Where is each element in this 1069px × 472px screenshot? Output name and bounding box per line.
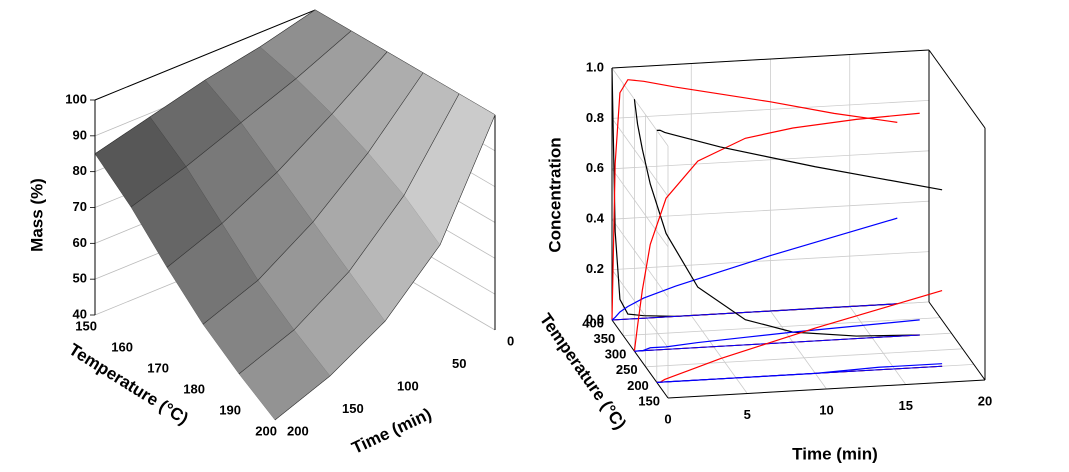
z-tick-label: 0.4 — [586, 211, 605, 226]
series-line — [633, 112, 920, 352]
mesh-line — [130, 30, 352, 208]
y-tick-label: 150 — [638, 393, 660, 408]
series-line — [633, 99, 920, 337]
x-tick-label: 5 — [744, 407, 751, 422]
y-tick-label: 200 — [627, 378, 649, 393]
series-line — [611, 79, 898, 321]
grid-line — [611, 67, 669, 147]
grid-line — [645, 348, 963, 368]
grid-line — [623, 317, 941, 336]
y-tick-label: 180 — [183, 381, 205, 396]
z-tick-label: 70 — [73, 199, 87, 214]
x-tick-label: 50 — [452, 356, 466, 371]
z-tick-label: 90 — [73, 127, 87, 142]
y-tick-label: 400 — [582, 315, 604, 330]
y-tick-label: 170 — [147, 360, 169, 375]
y-tick-label: 200 — [255, 423, 277, 438]
y-tick-label: 250 — [616, 362, 638, 377]
series-line — [656, 129, 943, 191]
grid-line — [611, 118, 669, 197]
y-tick-label: 300 — [605, 347, 627, 362]
x-tick-label: 0 — [664, 411, 671, 426]
z-tick-label: 40 — [73, 306, 87, 321]
series-line — [611, 217, 898, 321]
series-line — [656, 290, 943, 383]
series-baseline — [611, 303, 898, 321]
z-tick-label: 0.2 — [586, 261, 604, 276]
box-edge — [611, 319, 669, 399]
grid-line — [770, 310, 827, 390]
x-tick-label: 150 — [342, 401, 364, 416]
box-edge — [928, 301, 986, 381]
x-tick-label: 100 — [397, 378, 419, 393]
box-edge — [928, 49, 986, 129]
mesh-line — [202, 72, 424, 325]
y-tick-label: 350 — [593, 331, 615, 346]
y-tick-label: 150 — [75, 318, 97, 333]
z-tick-label: 60 — [73, 235, 87, 250]
mesh-line — [94, 9, 316, 154]
x-tick-label: 200 — [287, 423, 309, 438]
grid-line — [849, 306, 907, 385]
z-tick-label: 80 — [73, 163, 87, 178]
series-baseline — [656, 365, 943, 383]
z-axis-label: Concentration — [545, 137, 564, 252]
x-tick-label: 10 — [819, 402, 833, 417]
z-tick-label: 0.8 — [586, 110, 604, 125]
mesh-line — [166, 51, 388, 268]
grid-line — [611, 168, 669, 248]
grid-line — [690, 315, 748, 394]
grid-line — [611, 218, 669, 298]
box-edge — [667, 379, 986, 399]
box-edge — [611, 49, 930, 69]
z-tick-label: 100 — [65, 91, 87, 106]
z-tick-label: 50 — [73, 271, 87, 286]
z-tick-label: 1.0 — [586, 59, 604, 74]
y-tick-label: 190 — [219, 402, 241, 417]
x-tick-label: 0 — [507, 333, 514, 348]
mesh-line — [238, 93, 460, 375]
x-tick-label: 20 — [978, 393, 992, 408]
y-tick-label: 160 — [111, 339, 133, 354]
x-axis-label: Time (min) — [792, 444, 878, 463]
z-tick-label: 0.6 — [586, 160, 604, 175]
z-tick-label: 0.0 — [586, 311, 604, 326]
mesh-line — [274, 114, 496, 421]
x-tick-label: 15 — [899, 398, 913, 413]
series-baseline — [634, 334, 920, 352]
z-axis-label: Mass (%) — [27, 178, 46, 252]
